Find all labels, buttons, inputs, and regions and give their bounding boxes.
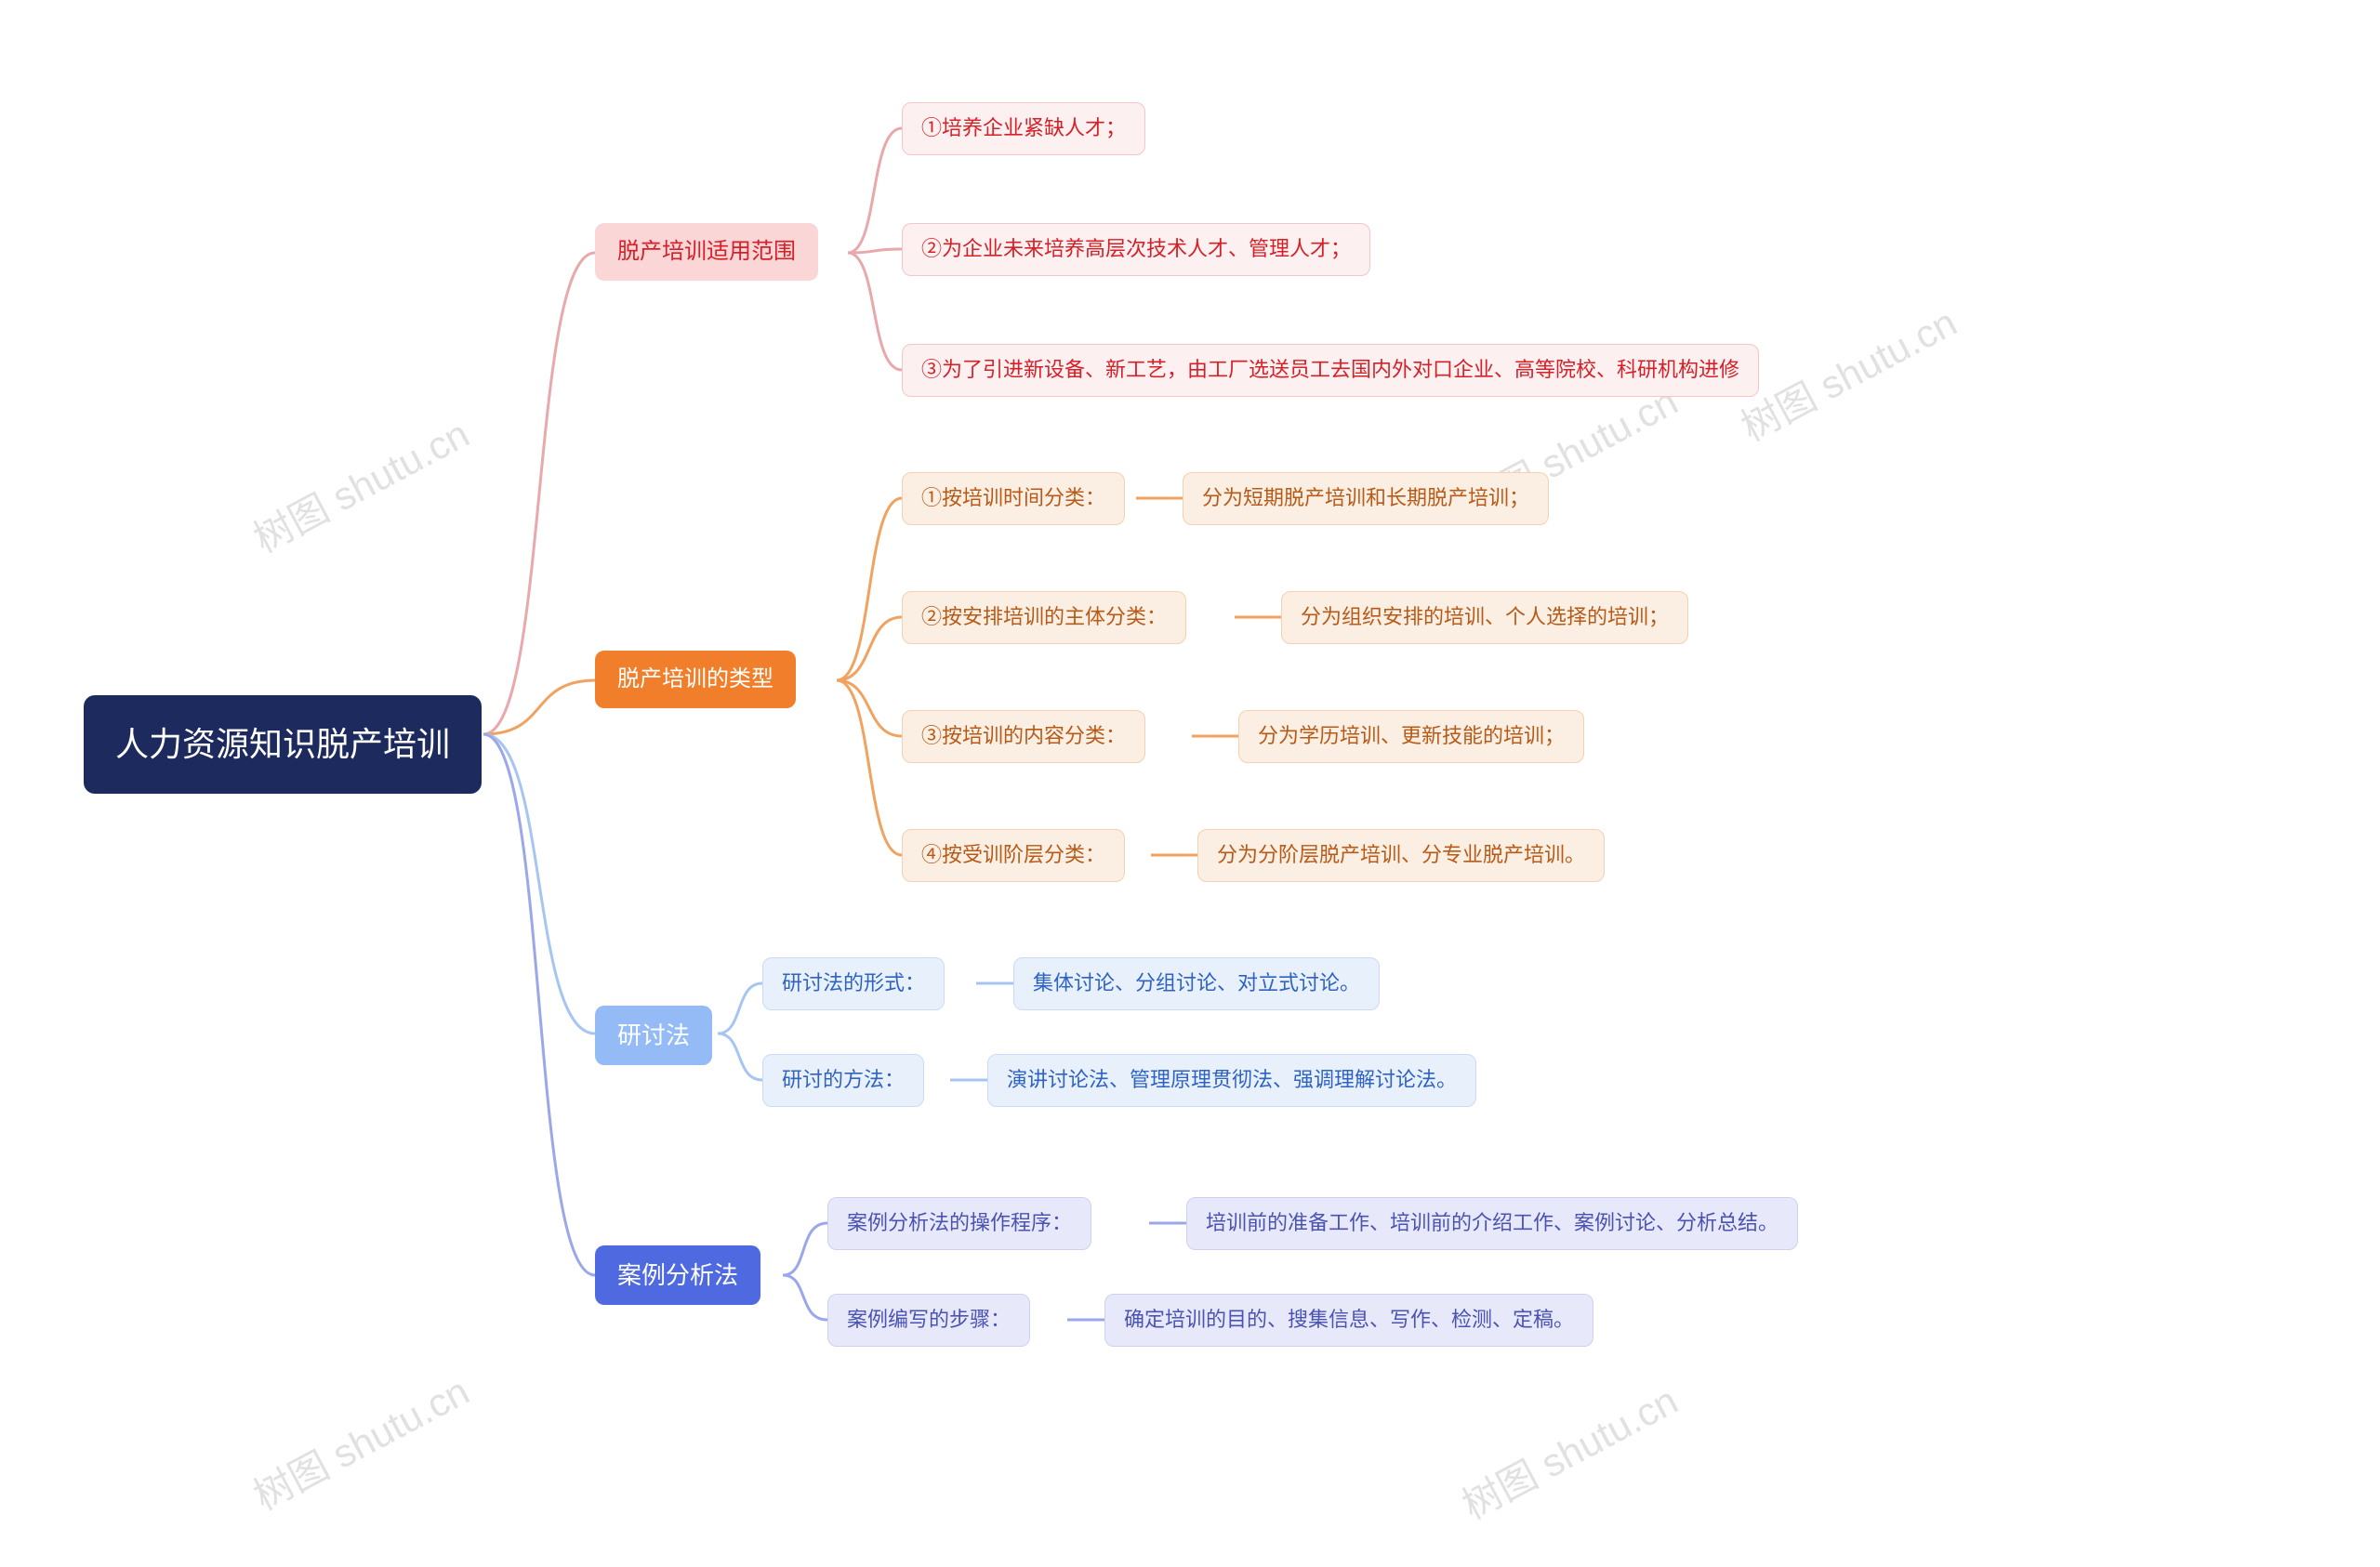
branch-indigo: 案例分析法 bbox=[595, 1245, 760, 1305]
leaf-indigo-1b: 培训前的准备工作、培训前的介绍工作、案例讨论、分析总结。 bbox=[1186, 1197, 1798, 1250]
leaf-pink-2: ②为企业未来培养高层次技术人才、管理人才； bbox=[902, 223, 1370, 276]
mindmap-canvas: 树图 shutu.cn 树图 shutu.cn 树图 shutu.cn 树图 s… bbox=[0, 0, 2380, 1567]
leaf-orange-4a: ④按受训阶层分类： bbox=[902, 829, 1125, 882]
leaf-orange-3a: ③按培训的内容分类： bbox=[902, 710, 1145, 763]
watermark: 树图 shutu.cn bbox=[243, 403, 478, 564]
watermark: 树图 shutu.cn bbox=[243, 1361, 478, 1521]
leaf-orange-2b: 分为组织安排的培训、个人选择的培训； bbox=[1281, 591, 1688, 644]
leaf-indigo-1a: 案例分析法的操作程序： bbox=[827, 1197, 1091, 1250]
leaf-orange-4b: 分为分阶层脱产培训、分专业脱产培训。 bbox=[1197, 829, 1605, 882]
leaf-blue-1b: 集体讨论、分组讨论、对立式讨论。 bbox=[1013, 957, 1380, 1010]
root-node: 人力资源知识脱产培训 bbox=[84, 695, 482, 794]
watermark: 树图 shutu.cn bbox=[1451, 1370, 1686, 1531]
leaf-pink-3: ③为了引进新设备、新工艺，由工厂选送员工去国内外对口企业、高等院校、科研机构进修 bbox=[902, 344, 1759, 397]
leaf-blue-2b: 演讲讨论法、管理原理贯彻法、强调理解讨论法。 bbox=[987, 1054, 1476, 1107]
leaf-orange-1b: 分为短期脱产培训和长期脱产培训； bbox=[1183, 472, 1549, 525]
branch-orange: 脱产培训的类型 bbox=[595, 651, 796, 708]
branch-blue: 研讨法 bbox=[595, 1006, 712, 1065]
leaf-orange-1a: ①按培训时间分类： bbox=[902, 472, 1125, 525]
leaf-indigo-2b: 确定培训的目的、搜集信息、写作、检测、定稿。 bbox=[1104, 1294, 1593, 1347]
leaf-orange-3b: 分为学历培训、更新技能的培训； bbox=[1238, 710, 1584, 763]
leaf-indigo-2a: 案例编写的步骤： bbox=[827, 1294, 1030, 1347]
leaf-pink-1: ①培养企业紧缺人才； bbox=[902, 102, 1145, 155]
leaf-blue-2a: 研讨的方法： bbox=[762, 1054, 924, 1107]
leaf-blue-1a: 研讨法的形式： bbox=[762, 957, 945, 1010]
branch-pink: 脱产培训适用范围 bbox=[595, 223, 818, 281]
watermark: 树图 shutu.cn bbox=[1730, 292, 1965, 453]
leaf-orange-2a: ②按安排培训的主体分类： bbox=[902, 591, 1186, 644]
